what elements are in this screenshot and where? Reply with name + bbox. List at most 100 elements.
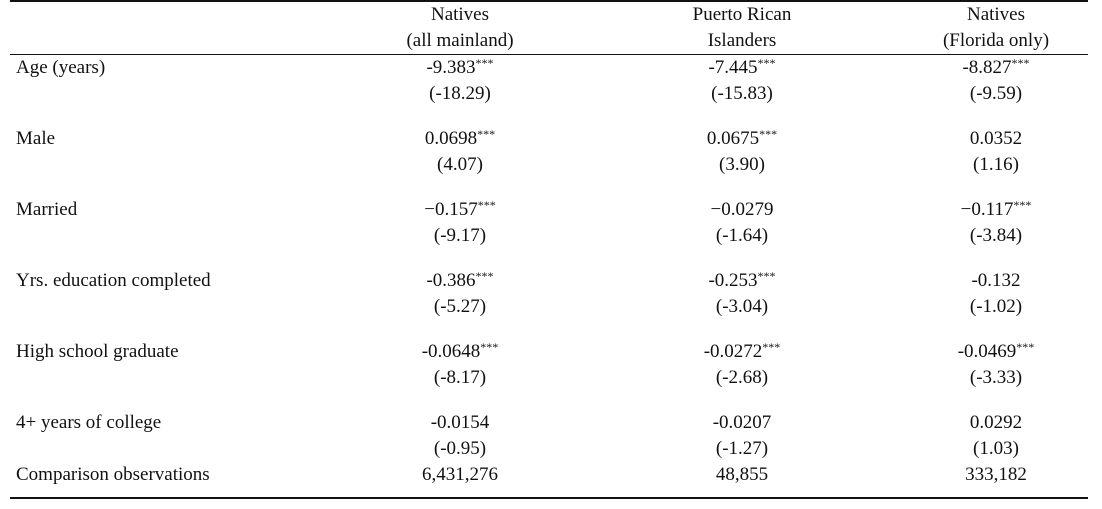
coefficient-cell: -7.445*** [580,54,904,82]
tstat-cell: (-8.17) [433,367,487,388]
coefficient-value: -0.0207 [712,412,772,433]
coefficient-value: -8.827 [962,57,1012,78]
column-header-line: Islanders [707,30,777,51]
coefficient-cell: -0.0154 [340,409,580,437]
significance-stars: *** [475,56,494,70]
column-header-line: Natives [430,4,490,25]
coefficient-cell: -0.0648*** [340,338,580,366]
tstat-cell: (-1.64) [715,225,769,246]
coefficient-value: -0.386 [426,270,476,291]
significance-stars: *** [1013,198,1032,212]
observations-cell: 48,855 [715,464,769,485]
coefficient-cell: −0.117*** [904,196,1088,224]
column-header-puerto-rican-islanders: Puerto Rican Islanders [580,2,904,54]
table-row: Male 0.0698*** 0.0675*** 0.0352 [10,125,1088,153]
header-bottom-rule [10,54,1088,55]
column-header-line: Puerto Rican [692,4,792,25]
coefficient-value: -7.445 [708,57,758,78]
tstat-cell: (-18.29) [429,83,491,104]
coefficient-cell: -8.827*** [904,54,1088,82]
column-header-line: Natives [966,4,1026,25]
table-row: 4+ years of college -0.0154 -0.0207 0.02… [10,409,1088,437]
tstat-row: (4.07) (3.90) (1.16) [10,153,1088,177]
coefficient-cell: -0.386*** [340,267,580,295]
tstat-cell: (-9.59) [969,83,1023,104]
coefficient-value: -0.0469 [957,341,1017,362]
coefficient-cell: 0.0352 [904,125,1088,153]
row-label: Comparison observations [16,464,210,485]
row-spacer [10,248,1088,267]
table-row: High school graduate -0.0648*** -0.0272*… [10,338,1088,366]
tstat-cell: (1.03) [973,438,1019,459]
tstat-cell: (-9.17) [433,225,487,246]
row-label: Male [16,128,56,149]
row-label: High school graduate [16,341,179,362]
row-spacer [10,106,1088,125]
coefficient-cell: 0.0675*** [580,125,904,153]
tstat-cell: (4.07) [437,154,483,175]
table-row: Age (years) -9.383*** -7.445*** -8.827**… [10,54,1088,82]
table-header: Natives (all mainland) Puerto Rican Isla… [10,2,1088,54]
column-header-natives-mainland: Natives (all mainland) [340,2,580,54]
tstat-cell: (-1.02) [969,296,1023,317]
tstat-row: (-9.17) (-1.64) (-3.84) [10,224,1088,248]
coefficient-value: 0.0292 [969,412,1023,433]
coefficient-cell: 0.0292 [904,409,1088,437]
observations-cell: 333,182 [965,464,1027,485]
table-bottom-rule [10,497,1088,499]
observations-row: Comparison observations 6,431,276 48,855… [10,461,1088,489]
coefficient-value: -0.132 [971,270,1021,291]
row-spacer [10,390,1088,409]
tstat-cell: (-3.84) [969,225,1023,246]
significance-stars: *** [477,198,496,212]
significance-stars: *** [759,127,778,141]
tstat-cell: (-3.33) [969,367,1023,388]
significance-stars: *** [480,340,499,354]
significance-stars: *** [762,340,781,354]
coefficient-cell: -0.0207 [580,409,904,437]
tstat-row: (-5.27) (-3.04) (-1.02) [10,295,1088,319]
coefficient-value: -9.383 [426,57,476,78]
table-top-rule [10,0,1088,2]
coefficient-cell: −0.157*** [340,196,580,224]
significance-stars: *** [757,269,776,283]
coefficient-value: -0.0648 [421,341,481,362]
tstat-cell: (-15.83) [711,83,773,104]
coefficient-cell: -0.132 [904,267,1088,295]
coefficient-value: −0.157 [424,199,478,220]
coefficient-value: -0.253 [708,270,758,291]
coefficient-value: −0.117 [960,199,1014,220]
table-row: Married −0.157*** −0.0279 −0.117*** [10,196,1088,224]
observations-cell: 6,431,276 [422,464,498,485]
tstat-cell: (3.90) [719,154,765,175]
coefficient-cell: 0.0698*** [340,125,580,153]
coefficient-cell: -0.253*** [580,267,904,295]
coefficient-cell: -0.0469*** [904,338,1088,366]
row-spacer [10,319,1088,338]
coefficient-cell: -9.383*** [340,54,580,82]
tstat-cell: (-3.04) [715,296,769,317]
column-header-natives-florida: Natives (Florida only) [904,2,1088,54]
table-row: Yrs. education completed -0.386*** -0.25… [10,267,1088,295]
row-spacer [10,177,1088,196]
tstat-cell: (-2.68) [715,367,769,388]
tstat-cell: (1.16) [973,154,1019,175]
tstat-row: (-0.95) (-1.27) (1.03) [10,437,1088,461]
coefficient-cell: −0.0279 [580,196,904,224]
coefficient-value: -0.0154 [430,412,490,433]
significance-stars: *** [1011,56,1030,70]
significance-stars: *** [1016,340,1035,354]
column-header-line: (Florida only) [942,30,1050,51]
table-body: Age (years) -9.383*** -7.445*** -8.827**… [10,54,1088,489]
significance-stars: *** [757,56,776,70]
tstat-cell: (-0.95) [433,438,487,459]
significance-stars: *** [475,269,494,283]
significance-stars: *** [477,127,496,141]
coefficient-value: -0.0272 [703,341,763,362]
row-label: Yrs. education completed [16,270,211,291]
coefficient-value: 0.0698 [424,128,478,149]
row-label: 4+ years of college [16,412,162,433]
tstat-cell: (-1.27) [715,438,769,459]
tstat-row: (-18.29) (-15.83) (-9.59) [10,82,1088,106]
